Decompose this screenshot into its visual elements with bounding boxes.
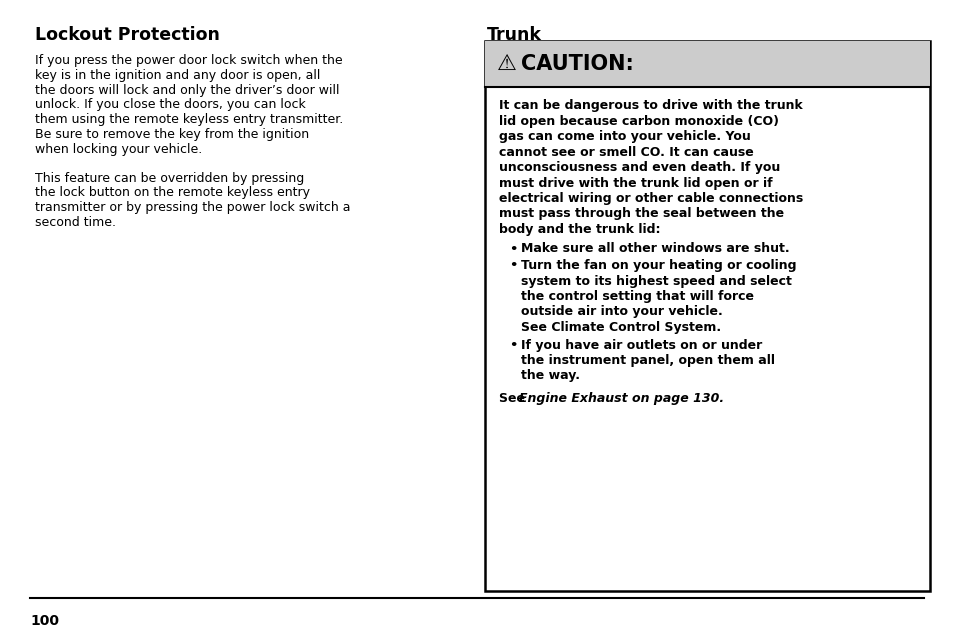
Text: the control setting that will force: the control setting that will force bbox=[520, 290, 753, 303]
Text: See: See bbox=[498, 392, 529, 405]
Text: unconsciousness and even death. If you: unconsciousness and even death. If you bbox=[498, 161, 780, 174]
Text: the instrument panel, open them all: the instrument panel, open them all bbox=[520, 354, 774, 367]
Text: •: • bbox=[509, 259, 517, 272]
Text: See Climate Control System.: See Climate Control System. bbox=[520, 321, 720, 334]
Text: lid open because carbon monoxide (CO): lid open because carbon monoxide (CO) bbox=[498, 114, 779, 127]
Text: 100: 100 bbox=[30, 614, 59, 628]
Text: them using the remote keyless entry transmitter.: them using the remote keyless entry tran… bbox=[35, 113, 343, 126]
Text: Make sure all other windows are shut.: Make sure all other windows are shut. bbox=[520, 242, 789, 256]
Text: This feature can be overridden by pressing: This feature can be overridden by pressi… bbox=[35, 172, 304, 184]
Text: body and the trunk lid:: body and the trunk lid: bbox=[498, 223, 659, 236]
Text: Trunk: Trunk bbox=[486, 26, 541, 44]
Text: Turn the fan on your heating or cooling: Turn the fan on your heating or cooling bbox=[520, 259, 796, 272]
Text: If you press the power door lock switch when the: If you press the power door lock switch … bbox=[35, 54, 342, 67]
Text: transmitter or by pressing the power lock switch a: transmitter or by pressing the power loc… bbox=[35, 201, 350, 214]
Text: •: • bbox=[509, 242, 517, 256]
Text: system to its highest speed and select: system to its highest speed and select bbox=[520, 275, 791, 287]
Text: gas can come into your vehicle. You: gas can come into your vehicle. You bbox=[498, 130, 750, 143]
Text: must drive with the trunk lid open or if: must drive with the trunk lid open or if bbox=[498, 177, 772, 190]
Text: Engine Exhaust on page 130.: Engine Exhaust on page 130. bbox=[518, 392, 723, 405]
Text: If you have air outlets on or under: If you have air outlets on or under bbox=[520, 338, 761, 352]
Text: ⚠: ⚠ bbox=[497, 54, 517, 74]
Text: It can be dangerous to drive with the trunk: It can be dangerous to drive with the tr… bbox=[498, 99, 801, 112]
Bar bbox=[484, 41, 929, 87]
Text: electrical wiring or other cable connections: electrical wiring or other cable connect… bbox=[498, 192, 802, 205]
Text: Be sure to remove the key from the ignition: Be sure to remove the key from the ignit… bbox=[35, 128, 309, 141]
Text: key is in the ignition and any door is open, all: key is in the ignition and any door is o… bbox=[35, 69, 320, 82]
Text: the doors will lock and only the driver’s door will: the doors will lock and only the driver’… bbox=[35, 83, 339, 97]
Bar bbox=[484, 41, 929, 591]
Text: cannot see or smell CO. It can cause: cannot see or smell CO. It can cause bbox=[498, 146, 753, 158]
Text: second time.: second time. bbox=[35, 216, 116, 229]
Text: outside air into your vehicle.: outside air into your vehicle. bbox=[520, 305, 722, 319]
Text: the way.: the way. bbox=[520, 370, 579, 382]
Text: CAUTION:: CAUTION: bbox=[520, 54, 633, 74]
Text: unlock. If you close the doors, you can lock: unlock. If you close the doors, you can … bbox=[35, 99, 305, 111]
Text: must pass through the seal between the: must pass through the seal between the bbox=[498, 207, 783, 221]
Text: Lockout Protection: Lockout Protection bbox=[35, 26, 219, 44]
Text: the lock button on the remote keyless entry: the lock button on the remote keyless en… bbox=[35, 186, 310, 200]
Text: •: • bbox=[509, 338, 517, 352]
Text: when locking your vehicle.: when locking your vehicle. bbox=[35, 143, 202, 156]
